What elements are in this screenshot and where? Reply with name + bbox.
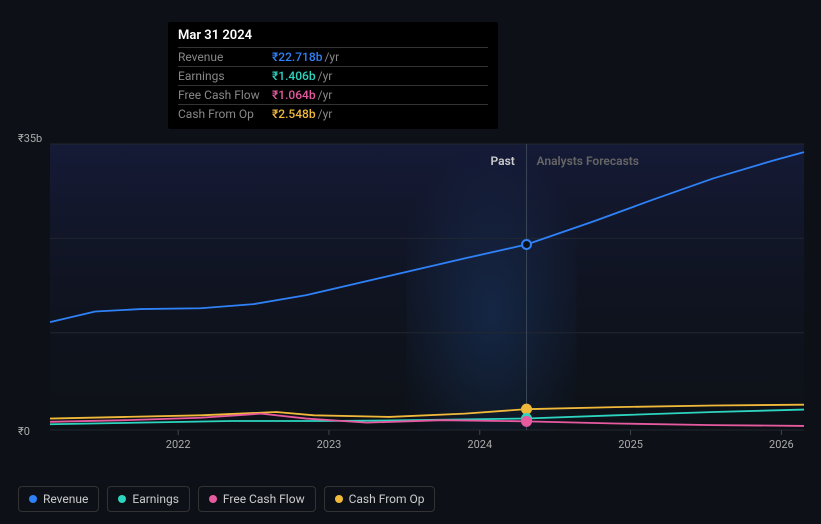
tooltip-date: Mar 31 2024 bbox=[178, 28, 488, 47]
x-axis-label: 2025 bbox=[618, 438, 643, 451]
x-axis-label: 2026 bbox=[769, 438, 794, 451]
chart-legend: Revenue Earnings Free Cash Flow Cash From O… bbox=[18, 486, 435, 512]
tooltip-row: Cash From Op₹2.548b/yr bbox=[178, 104, 488, 123]
tooltip-metric-label: Free Cash Flow bbox=[178, 88, 272, 102]
legend-label: Earnings bbox=[132, 492, 179, 506]
tooltip-metric-label: Earnings bbox=[178, 69, 272, 83]
legend-dot-icon bbox=[118, 495, 126, 503]
tooltip-metric-value: ₹22.718b bbox=[272, 50, 322, 64]
tooltip-metric-value: ₹1.064b bbox=[272, 88, 316, 102]
tooltip-metric-unit: /yr bbox=[324, 50, 339, 64]
x-axis-label: 2024 bbox=[467, 438, 492, 451]
tooltip-metric-unit: /yr bbox=[318, 69, 333, 83]
legend-label: Revenue bbox=[43, 492, 88, 506]
legend-item-revenue[interactable]: Revenue bbox=[18, 486, 99, 512]
x-axis-label: 2022 bbox=[166, 438, 191, 451]
tooltip-metric-label: Revenue bbox=[178, 50, 272, 64]
legend-dot-icon bbox=[29, 495, 37, 503]
tooltip-metric-unit: /yr bbox=[318, 88, 333, 102]
x-axis-label: 2023 bbox=[317, 438, 342, 451]
legend-label: Free Cash Flow bbox=[223, 492, 305, 506]
legend-item-cash-from-op[interactable]: Cash From Op bbox=[324, 486, 436, 512]
tooltip-metric-unit: /yr bbox=[318, 107, 333, 121]
forecast-label: Analysts Forecasts bbox=[537, 154, 639, 168]
legend-dot-icon bbox=[209, 495, 217, 503]
legend-label: Cash From Op bbox=[349, 492, 425, 506]
legend-item-earnings[interactable]: Earnings bbox=[107, 486, 190, 512]
tooltip-metric-value: ₹2.548b bbox=[272, 107, 316, 121]
legend-dot-icon bbox=[335, 495, 343, 503]
line-chart[interactable]: ₹35b ₹0 2022 2023 2024 2025 2026 Past Analysts F… bbox=[18, 120, 804, 470]
tooltip-metric-label: Cash From Op bbox=[178, 107, 272, 121]
tooltip-row: Free Cash Flow₹1.064b/yr bbox=[178, 85, 488, 104]
hover-tooltip: Mar 31 2024 Revenue₹22.718b/yrEarnings₹1… bbox=[168, 22, 498, 129]
legend-item-free-cash-flow[interactable]: Free Cash Flow bbox=[198, 486, 316, 512]
y-axis-label: ₹35b bbox=[18, 132, 42, 145]
tooltip-row: Earnings₹1.406b/yr bbox=[178, 66, 488, 85]
tooltip-row: Revenue₹22.718b/yr bbox=[178, 47, 488, 66]
y-axis-label: ₹0 bbox=[18, 425, 30, 438]
tooltip-metric-value: ₹1.406b bbox=[272, 69, 316, 83]
past-label: Past bbox=[491, 154, 515, 168]
